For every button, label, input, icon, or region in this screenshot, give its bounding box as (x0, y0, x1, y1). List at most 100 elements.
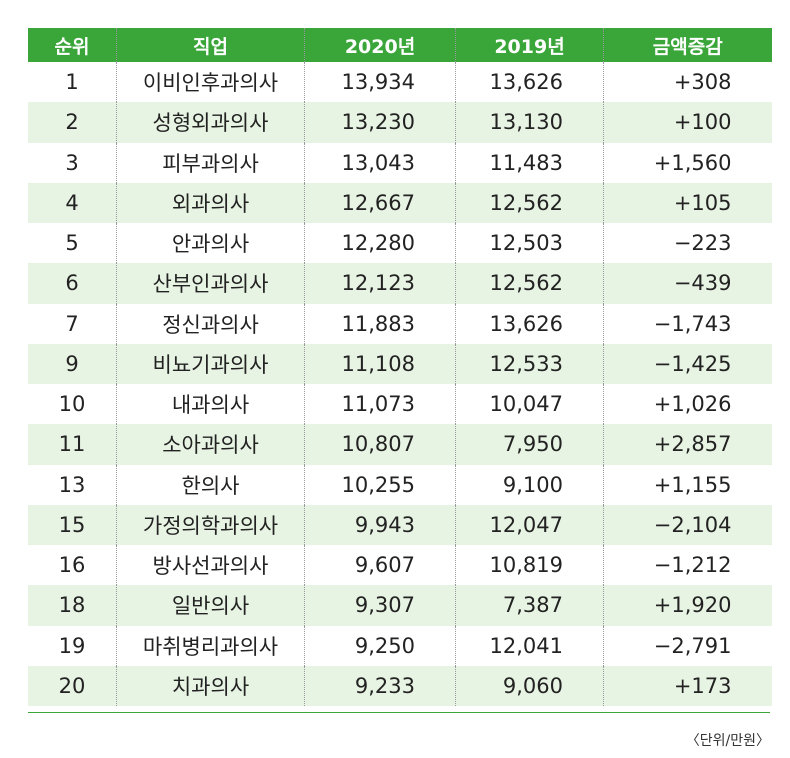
cell-salary-2019: 12,047 (455, 504, 604, 545)
table-row: 4 외과의사 12,667 12,562 +105 (28, 182, 772, 223)
cell-salary-2020: 12,280 (304, 223, 456, 264)
cell-rank: 9 (28, 343, 117, 384)
cell-salary-2020: 12,123 (304, 263, 456, 304)
cell-job: 마취병리과의사 (116, 625, 305, 666)
cell-change: +1,920 (653, 593, 732, 618)
cell-salary-2020: 9,233 (304, 665, 456, 706)
cell-salary-2020: 10,807 (304, 424, 456, 465)
header-job: 직업 (116, 28, 305, 62)
cell-salary-2020: 13,043 (304, 142, 456, 183)
cell-change: −1,212 (653, 553, 732, 578)
cell-rank: 15 (28, 504, 117, 545)
unit-note: 〈단위/만원〉 (685, 733, 770, 749)
cell-salary-2020: 9,250 (304, 625, 456, 666)
cell-rank: 18 (28, 585, 117, 626)
salary-table: 순위 직업 2020년 2019년 금액증감 1 이비인후과의사 13,934 13,626 +… (28, 28, 772, 706)
cell-job: 피부과의사 (116, 142, 305, 183)
cell-salary-2020: 9,307 (304, 585, 456, 626)
cell-salary-2019: 13,626 (455, 303, 604, 344)
cell-rank: 7 (28, 303, 117, 344)
table-row: 10 내과의사 11,073 10,047 +1,026 (28, 384, 772, 425)
table-row: 9 비뇨기과의사 11,108 12,533 −1,425 (28, 343, 772, 384)
cell-change: +2,857 (653, 432, 732, 457)
cell-rank: 3 (28, 142, 117, 183)
cell-change: +100 (673, 110, 732, 135)
cell-job: 내과의사 (116, 384, 305, 425)
header-row: 순위 직업 2020년 2019년 금액증감 (28, 28, 772, 62)
cell-change: −1,425 (653, 351, 732, 376)
header-change: 금액증감 (652, 35, 723, 58)
cell-salary-2019: 12,562 (455, 182, 604, 223)
cell-rank: 4 (28, 182, 117, 223)
cell-job: 안과의사 (116, 223, 305, 264)
cell-rank: 20 (28, 665, 117, 706)
cell-salary-2019: 12,562 (455, 263, 604, 304)
cell-job: 소아과의사 (116, 424, 305, 465)
cell-salary-2019: 10,819 (455, 545, 604, 586)
cell-rank: 13 (28, 464, 117, 505)
cell-salary-2019: 9,060 (455, 665, 604, 706)
cell-job: 방사선과의사 (116, 545, 305, 586)
cell-job: 비뇨기과의사 (116, 343, 305, 384)
cell-salary-2020: 11,108 (304, 343, 456, 384)
table-row: 11 소아과의사 10,807 7,950 +2,857 (28, 424, 772, 465)
cell-job: 정신과의사 (116, 303, 305, 344)
table-row: 3 피부과의사 13,043 11,483 +1,560 (28, 142, 772, 183)
cell-job: 치과의사 (116, 665, 305, 706)
cell-salary-2019: 7,950 (455, 424, 604, 465)
cell-salary-2019: 12,503 (455, 223, 604, 264)
table-row: 19 마취병리과의사 9,250 12,041 −2,791 (28, 625, 772, 666)
cell-salary-2020: 9,943 (304, 504, 456, 545)
table-header: 순위 직업 2020년 2019년 금액증감 (28, 28, 772, 62)
table-body: 1 이비인후과의사 13,934 13,626 +308 2 성형외과의사 13,230 13,… (28, 62, 772, 706)
cell-change: +1,155 (653, 472, 732, 497)
cell-change: −439 (673, 271, 732, 296)
table-row: 7 정신과의사 11,883 13,626 −1,743 (28, 303, 772, 344)
cell-rank: 11 (28, 424, 117, 465)
cell-rank: 19 (28, 625, 117, 666)
cell-job: 성형외과의사 (116, 102, 305, 143)
cell-rank: 6 (28, 263, 117, 304)
cell-job: 일반의사 (116, 585, 305, 626)
cell-salary-2020: 12,667 (304, 182, 456, 223)
cell-salary-2019: 9,100 (455, 464, 604, 505)
cell-change: −1,743 (653, 311, 732, 336)
cell-salary-2020: 13,934 (304, 62, 456, 103)
header-rank: 순위 (28, 28, 117, 62)
cell-change: +1,560 (653, 150, 732, 175)
table-row: 2 성형외과의사 13,230 13,130 +100 (28, 102, 772, 143)
table-row: 20 치과의사 9,233 9,060 +173 (28, 665, 772, 706)
cell-salary-2019: 12,533 (455, 343, 604, 384)
cell-salary-2019: 12,041 (455, 625, 604, 666)
cell-rank: 16 (28, 545, 117, 586)
cell-salary-2020: 11,073 (304, 384, 456, 425)
cell-salary-2019: 7,387 (455, 585, 604, 626)
cell-salary-2019: 13,626 (455, 62, 604, 103)
cell-change: −2,791 (653, 633, 732, 658)
table-row: 1 이비인후과의사 13,934 13,626 +308 (28, 62, 772, 103)
cell-job: 외과의사 (116, 182, 305, 223)
cell-change: +1,026 (653, 392, 732, 417)
table-row: 5 안과의사 12,280 12,503 −223 (28, 223, 772, 264)
cell-rank: 5 (28, 223, 117, 264)
table-row: 18 일반의사 9,307 7,387 +1,920 (28, 585, 772, 626)
cell-salary-2020: 10,255 (304, 464, 456, 505)
cell-salary-2020: 13,230 (304, 102, 456, 143)
cell-salary-2019: 13,130 (455, 102, 604, 143)
header-salary-2019: 2019년 (455, 28, 604, 62)
cell-change: −2,104 (653, 512, 732, 537)
header-salary-2020: 2020년 (304, 28, 456, 62)
cell-change: +308 (673, 70, 732, 95)
cell-rank: 1 (28, 62, 117, 103)
cell-salary-2019: 10,047 (455, 384, 604, 425)
table-bottom-line (28, 712, 770, 713)
cell-job: 한의사 (116, 464, 305, 505)
table-row: 16 방사선과의사 9,607 10,819 −1,212 (28, 545, 772, 586)
table-row: 13 한의사 10,255 9,100 +1,155 (28, 464, 772, 505)
cell-change: +105 (673, 190, 732, 215)
cell-rank: 10 (28, 384, 117, 425)
cell-salary-2019: 11,483 (455, 142, 604, 183)
cell-change: +173 (673, 673, 732, 698)
cell-job: 산부인과의사 (116, 263, 305, 304)
table-row: 6 산부인과의사 12,123 12,562 −439 (28, 263, 772, 304)
